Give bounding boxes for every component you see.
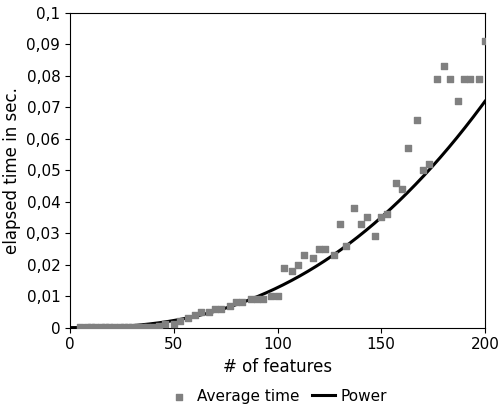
Average time	[440, 63, 448, 69]
Average time	[252, 296, 261, 302]
Average time	[419, 167, 427, 173]
Average time	[446, 75, 454, 82]
Average time	[434, 75, 442, 82]
Power	[265, 289, 271, 294]
Average time	[87, 323, 95, 330]
Average time	[309, 255, 317, 262]
Average time	[124, 323, 132, 330]
Average time	[294, 261, 302, 268]
Power	[292, 276, 298, 281]
Line: Power: Power	[72, 101, 485, 328]
Legend: Average time, Power: Average time, Power	[162, 383, 393, 410]
Average time	[336, 220, 344, 227]
Average time	[196, 308, 204, 315]
Average time	[184, 315, 192, 322]
Average time	[246, 296, 254, 302]
Average time	[162, 321, 170, 328]
Average time	[102, 323, 110, 330]
Average time	[120, 323, 128, 330]
Average time	[475, 75, 483, 82]
Average time	[460, 75, 468, 82]
Average time	[342, 242, 350, 249]
Average time	[176, 318, 184, 325]
Average time	[378, 214, 386, 221]
Average time	[149, 323, 157, 330]
Average time	[466, 75, 474, 82]
Y-axis label: elapsed time in sec.: elapsed time in sec.	[3, 87, 21, 254]
Average time	[143, 323, 151, 330]
Average time	[315, 245, 323, 252]
Average time	[76, 323, 84, 330]
Average time	[91, 323, 99, 330]
Average time	[205, 308, 213, 315]
Average time	[211, 305, 219, 312]
Average time	[412, 116, 420, 123]
Average time	[110, 323, 118, 330]
Average time	[362, 214, 370, 221]
Average time	[116, 323, 124, 330]
Average time	[404, 144, 412, 151]
Power	[408, 187, 414, 192]
Average time	[350, 205, 358, 211]
Average time	[288, 268, 296, 274]
Average time	[226, 302, 234, 309]
Average time	[259, 296, 267, 302]
Average time	[356, 220, 364, 227]
Average time	[454, 97, 462, 104]
Average time	[330, 252, 338, 258]
Power	[472, 112, 478, 117]
Average time	[392, 179, 400, 186]
Average time	[138, 323, 146, 330]
Average time	[238, 299, 246, 306]
Power	[482, 99, 488, 104]
Average time	[274, 293, 281, 299]
Average time	[190, 312, 198, 318]
X-axis label: # of features: # of features	[223, 358, 332, 376]
Power	[315, 262, 321, 268]
Average time	[398, 186, 406, 192]
Average time	[134, 323, 142, 330]
Average time	[268, 293, 276, 299]
Power	[69, 325, 75, 330]
Power	[268, 288, 274, 293]
Average time	[170, 321, 178, 328]
Average time	[97, 323, 105, 330]
Average time	[82, 323, 90, 330]
Average time	[106, 323, 114, 330]
Average time	[155, 323, 163, 329]
Average time	[384, 211, 392, 218]
Average time	[280, 265, 287, 271]
Average time	[321, 245, 329, 252]
Average time	[128, 323, 136, 330]
Average time	[425, 160, 433, 167]
Average time	[371, 233, 379, 239]
Average time	[232, 299, 240, 306]
Average time	[481, 38, 489, 45]
Average time	[300, 252, 308, 258]
Average time	[218, 305, 226, 312]
